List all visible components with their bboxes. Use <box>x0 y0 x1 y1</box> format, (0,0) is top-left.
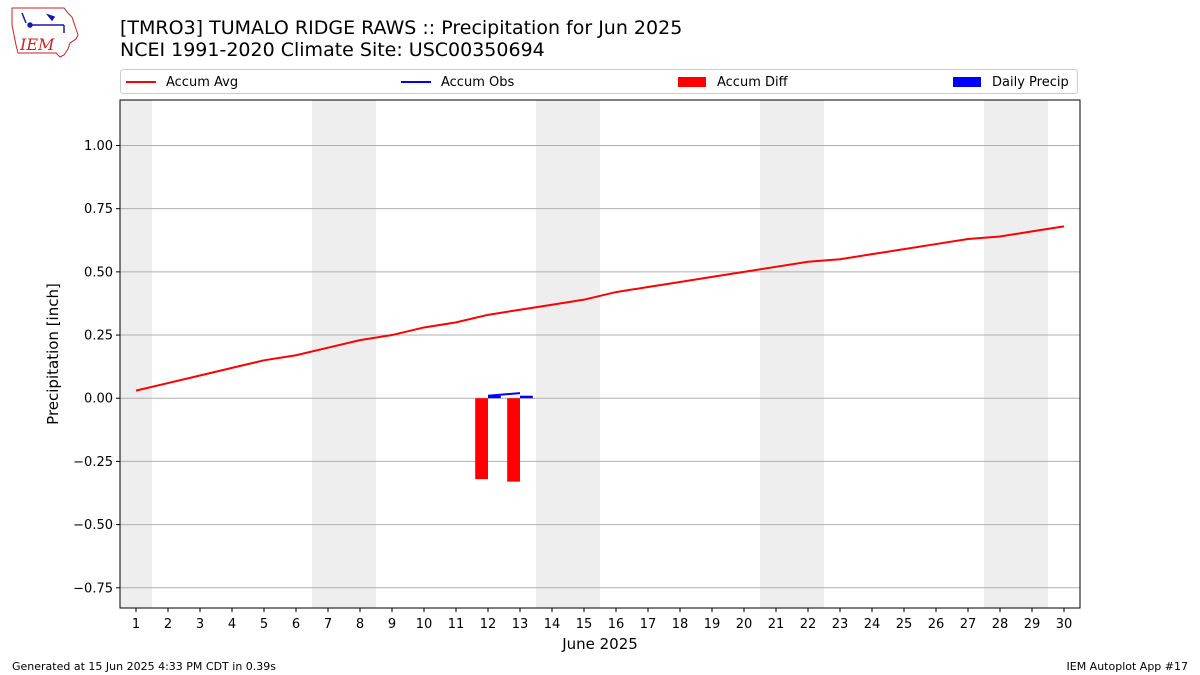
legend-item-accum-avg: Accum Avg <box>126 73 238 91</box>
legend-swatch <box>401 81 431 83</box>
legend-item-accum-diff: Accum Diff <box>678 73 788 91</box>
x-tick-label: 16 <box>608 617 625 632</box>
x-axis: 1 2 3 4 5 6 7 8 9 10 11 12 13 14 15 16 17 18 19 20 21 22 23 24 2… <box>132 608 1072 632</box>
x-tick-label: 17 <box>640 617 657 632</box>
x-tick-label: 25 <box>896 617 913 632</box>
x-tick-label: 19 <box>704 617 721 632</box>
footer-app: IEM Autoplot App #17 <box>1066 660 1189 673</box>
legend: Accum Avg Accum Obs Accum Diff Daily Pre… <box>120 69 1078 94</box>
legend-label: Daily Precip <box>992 74 1069 90</box>
daily-precip-bar <box>488 395 501 399</box>
legend-swatch <box>953 77 981 87</box>
x-tick-label: 23 <box>832 617 849 632</box>
legend-label: Accum Obs <box>441 74 515 90</box>
x-tick-label: 22 <box>800 617 817 632</box>
accum-obs-line <box>487 392 521 397</box>
x-tick-label: 28 <box>992 617 1009 632</box>
gridlines <box>120 144 1080 589</box>
weekend-band <box>120 100 152 608</box>
x-tick-label: 4 <box>228 617 236 632</box>
x-tick-label: 18 <box>672 617 689 632</box>
x-tick-label: 15 <box>576 617 593 632</box>
daily-precip-bar <box>520 395 533 399</box>
x-tick-label: 20 <box>736 617 753 632</box>
y-tick-label: 0.25 <box>84 329 113 344</box>
x-tick-label: 29 <box>1024 617 1041 632</box>
x-axis-title: June 2025 <box>561 635 638 653</box>
legend-item-daily-precip: Daily Precip <box>953 73 1069 91</box>
y-axis: −0.75 −0.50 −0.25 0.00 0.25 0.50 0.75 1.00 <box>73 139 120 596</box>
weekend-band <box>536 100 600 608</box>
x-tick-label: 1 <box>132 617 140 632</box>
x-tick-label: 3 <box>196 617 204 632</box>
weekend-band <box>312 100 376 608</box>
y-tick-label: −0.25 <box>73 455 113 470</box>
y-tick-label: −0.75 <box>73 581 113 596</box>
y-tick-label: 0.75 <box>84 202 113 217</box>
accum-diff-bar <box>475 398 488 480</box>
footer-generated: Generated at 15 Jun 2025 4:33 PM CDT in … <box>12 660 277 673</box>
x-tick-label: 5 <box>260 617 268 632</box>
x-tick-label: 7 <box>324 617 332 632</box>
x-tick-label: 11 <box>448 617 465 632</box>
legend-swatch <box>678 77 706 87</box>
y-tick-label: 0.50 <box>84 265 113 280</box>
y-tick-label: 1.00 <box>84 139 113 154</box>
legend-swatch <box>126 81 156 83</box>
x-tick-label: 12 <box>480 617 497 632</box>
x-tick-label: 27 <box>960 617 977 632</box>
x-tick-label: 2 <box>164 617 172 632</box>
x-tick-label: 24 <box>864 617 881 632</box>
legend-label: Accum Avg <box>166 74 239 90</box>
accum-diff-bar <box>507 398 520 482</box>
x-tick-label: 9 <box>388 617 396 632</box>
x-tick-label: 30 <box>1056 617 1073 632</box>
x-tick-label: 21 <box>768 617 785 632</box>
state-outline <box>11 7 79 58</box>
x-tick-label: 6 <box>292 617 300 632</box>
iem-logo: IEM <box>11 7 79 58</box>
weather-station-icon <box>21 12 65 33</box>
chart-title: [TMRO3] TUMALO RIDGE RAWS :: Precipitati… <box>120 17 682 61</box>
legend-item-accum-obs: Accum Obs <box>401 73 514 91</box>
logo-text: IEM <box>19 35 55 54</box>
weekend-band <box>984 100 1048 608</box>
weekend-shading <box>120 100 1048 608</box>
x-tick-label: 14 <box>544 617 561 632</box>
y-tick-label: 0.00 <box>84 392 113 407</box>
x-tick-label: 13 <box>512 617 529 632</box>
x-tick-label: 10 <box>416 617 433 632</box>
weekend-band <box>760 100 824 608</box>
legend-label: Accum Diff <box>717 74 788 90</box>
x-tick-label: 8 <box>356 617 364 632</box>
accum-avg-line <box>135 225 1065 392</box>
x-tick-label: 26 <box>928 617 945 632</box>
title-line-2: NCEI 1991-2020 Climate Site: USC00350694 <box>120 39 545 61</box>
y-axis-title: Precipitation [inch] <box>44 283 62 425</box>
plot-frame <box>119 99 1081 609</box>
chart-marks <box>135 225 1065 482</box>
title-line-1: [TMRO3] TUMALO RIDGE RAWS :: Precipitati… <box>120 17 683 39</box>
y-tick-label: −0.50 <box>73 518 113 533</box>
